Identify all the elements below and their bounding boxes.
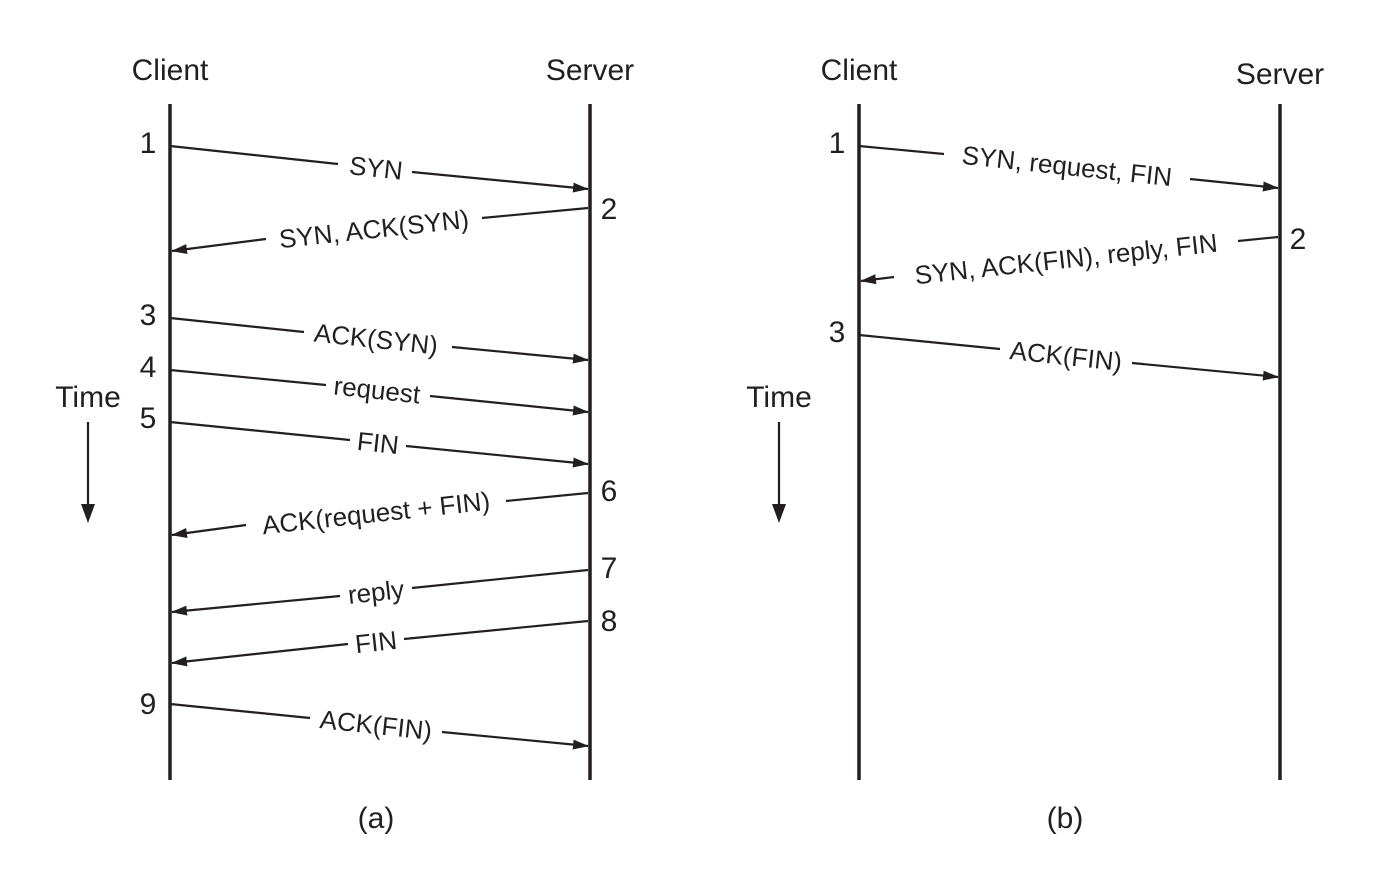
message-request: request — [169, 368, 589, 416]
step-number: 8 — [601, 605, 618, 638]
message-label: ACK(FIN) — [318, 704, 433, 746]
message-syn: SYN — [169, 144, 589, 193]
message-label: ACK(FIN) — [1008, 335, 1123, 377]
caption-a: (a) — [358, 802, 395, 835]
message-ack-fin-a: ACK(FIN) — [169, 702, 589, 750]
message-label: FIN — [356, 426, 401, 460]
step-number: 2 — [1290, 223, 1307, 256]
message-label: reply — [346, 574, 405, 610]
message-ack-fin-b: ACK(FIN) — [858, 333, 1279, 381]
message-label: FIN — [354, 625, 399, 659]
message-ack-syn-a: ACK(SYN) — [169, 316, 589, 364]
step-number: 6 — [601, 475, 618, 508]
message-ack-request-fin: ACK(request + FIN) — [171, 486, 589, 541]
step-number: 1 — [829, 127, 846, 160]
message-label: SYN, ACK(FIN), reply, FIN — [913, 228, 1219, 291]
message-label: ACK(SYN) — [313, 317, 440, 360]
time-label-a: Time — [55, 381, 121, 414]
time-arrow-head-b — [772, 504, 786, 523]
step-number: 9 — [140, 688, 157, 721]
caption-b: (b) — [1047, 802, 1084, 835]
message-fin-a: FIN — [169, 420, 589, 468]
message-syn-request-fin: SYN, request, FIN — [858, 140, 1279, 192]
step-number: 3 — [829, 316, 846, 349]
message-syn-ack-fin-reply-fin: SYN, ACK(FIN), reply, FIN — [860, 228, 1279, 291]
step-number: 4 — [140, 351, 157, 384]
step-number: 5 — [140, 402, 157, 435]
step-number: 3 — [140, 299, 157, 332]
client-label-b: Client — [821, 54, 898, 87]
step-number: 2 — [601, 193, 618, 226]
panel-a: Client Server Time 1 2 3 4 5 6 7 8 9 SYN… — [55, 54, 634, 835]
message-label: ACK(request + FIN) — [261, 486, 492, 541]
time-arrow-head-a — [81, 504, 95, 523]
message-label: SYN — [348, 150, 404, 186]
client-label-a: Client — [132, 54, 209, 87]
message-syn-ack: SYN, ACK(SYN) — [171, 204, 589, 254]
message-reply: reply — [171, 568, 589, 616]
server-label-b: Server — [1236, 58, 1324, 91]
panel-b: Client Server Time 1 2 3 SYN, request, F… — [746, 54, 1324, 835]
message-label: SYN, request, FIN — [961, 140, 1174, 192]
message-label: SYN, ACK(SYN) — [278, 204, 471, 254]
message-fin-server-a: FIN — [171, 619, 589, 667]
message-label: request — [332, 370, 422, 409]
server-label-a: Server — [546, 54, 634, 87]
step-number: 7 — [601, 552, 618, 585]
step-number: 1 — [140, 127, 157, 160]
time-label-b: Time — [746, 381, 812, 414]
